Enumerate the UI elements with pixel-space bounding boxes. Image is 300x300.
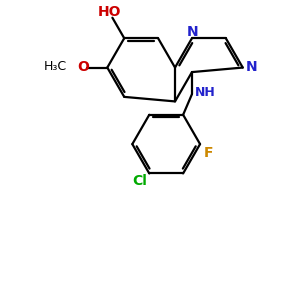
Text: N: N <box>187 25 198 39</box>
Text: O: O <box>77 60 89 74</box>
Text: N: N <box>246 60 257 74</box>
Text: NH: NH <box>195 86 216 99</box>
Text: F: F <box>203 146 213 160</box>
Text: H₃C: H₃C <box>43 61 66 74</box>
Text: HO: HO <box>98 5 122 19</box>
Text: Cl: Cl <box>132 174 147 188</box>
